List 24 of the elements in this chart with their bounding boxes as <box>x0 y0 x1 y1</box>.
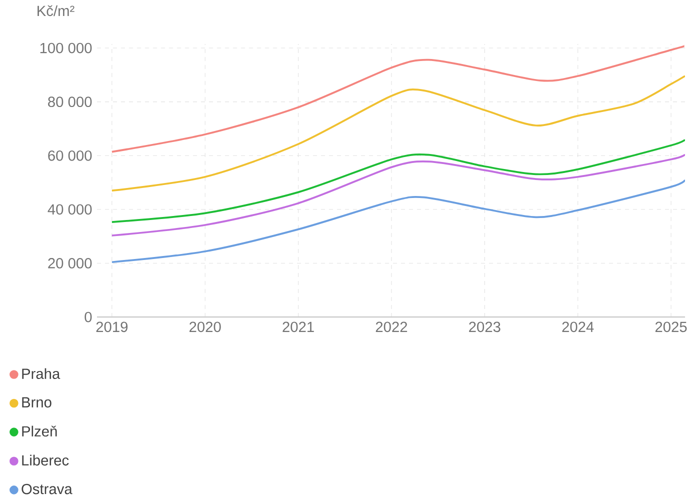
x-tick-label: 2019 <box>96 322 128 332</box>
x-tick-label: 2022 <box>376 322 408 332</box>
y-tick-label: 60 000 <box>48 150 92 161</box>
legend-label: Ostrava <box>22 484 72 494</box>
x-tick-label: 2020 <box>190 322 221 332</box>
x-tick-label: 2024 <box>562 322 594 332</box>
y-tick-label: 0 <box>84 312 92 322</box>
legend-label: Praha <box>22 368 60 379</box>
y-axis-title: Kč/m² <box>38 5 74 16</box>
x-tick-label: 2025 <box>655 322 687 332</box>
y-tick-label: 20 000 <box>48 258 92 268</box>
line-series <box>110 153 686 236</box>
y-tick-label: 80 000 <box>48 96 92 108</box>
y-tick-label: 40 000 <box>48 204 92 215</box>
legend-label: Plzeň <box>22 426 57 437</box>
line-series <box>110 138 686 223</box>
y-tick-label: 100 000 <box>40 42 92 54</box>
x-tick-label: 2021 <box>282 322 314 332</box>
x-tick-label: 2023 <box>469 322 500 332</box>
line-series <box>110 75 686 192</box>
legend-label: Brno <box>22 397 52 408</box>
line-series <box>110 44 686 153</box>
line-series <box>110 178 686 264</box>
legend-label: Liberec <box>22 454 69 466</box>
